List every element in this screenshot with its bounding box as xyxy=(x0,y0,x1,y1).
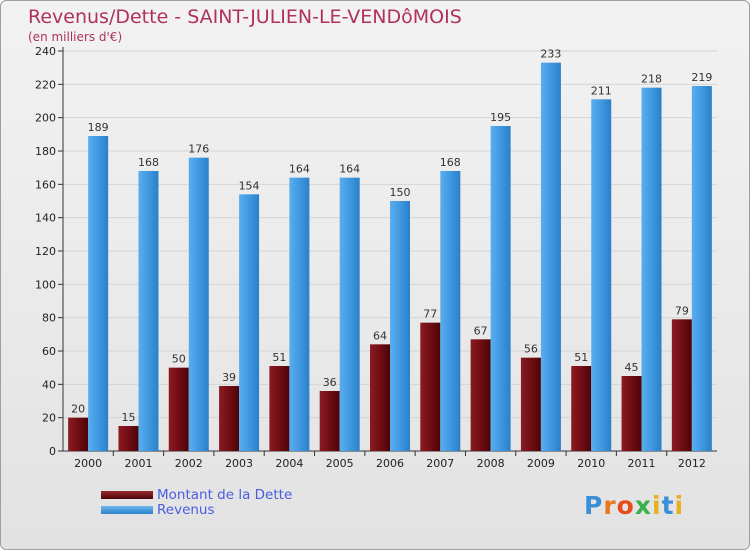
bar-dette xyxy=(571,366,592,451)
data-label: 168 xyxy=(138,156,159,169)
x-tick-label: 2000 xyxy=(74,457,102,470)
bar-dette xyxy=(168,367,189,451)
legend-swatch-revenus xyxy=(101,505,153,514)
bar-revenus xyxy=(440,171,461,451)
bar-dette xyxy=(319,391,340,451)
x-tick-label: 2012 xyxy=(678,457,706,470)
y-tick-label: 160 xyxy=(35,178,56,191)
x-tick-label: 2008 xyxy=(477,457,505,470)
data-label: 77 xyxy=(423,308,437,321)
legend-label-revenus: Revenus xyxy=(157,501,215,518)
x-tick-label: 2004 xyxy=(275,457,303,470)
bar-dette xyxy=(118,426,139,451)
y-tick-label: 140 xyxy=(35,212,56,225)
bar-revenus xyxy=(691,86,712,451)
x-tick-label: 2011 xyxy=(628,457,656,470)
data-label: 176 xyxy=(188,143,209,156)
bar-dette xyxy=(671,319,692,451)
bar-revenus xyxy=(641,87,662,452)
legend-swatch-dette xyxy=(101,490,153,499)
chart-subtitle: (en milliers d'€) xyxy=(28,30,123,44)
bar-revenus xyxy=(591,99,612,451)
data-label: 15 xyxy=(121,411,135,424)
data-label: 218 xyxy=(641,73,662,86)
data-label: 39 xyxy=(222,371,236,384)
bar-dette xyxy=(470,339,491,451)
data-label: 195 xyxy=(490,111,511,124)
data-label: 189 xyxy=(88,121,109,134)
data-label: 50 xyxy=(172,353,186,366)
bar-revenus xyxy=(490,126,511,451)
data-label: 64 xyxy=(373,329,387,342)
data-label: 150 xyxy=(390,186,411,199)
y-tick-label: 200 xyxy=(35,112,56,125)
y-tick-label: 80 xyxy=(42,312,56,325)
data-label: 164 xyxy=(289,163,310,176)
y-tick-label: 220 xyxy=(35,78,56,91)
bar-revenus xyxy=(138,171,159,451)
legend-label-dette: Montant de la Dette xyxy=(157,486,293,503)
bar-revenus xyxy=(339,177,360,451)
data-label: 168 xyxy=(440,156,461,169)
y-tick-label: 120 xyxy=(35,245,56,258)
bar-dette xyxy=(68,417,89,451)
y-tick-label: 20 xyxy=(42,412,56,425)
y-tick-label: 100 xyxy=(35,278,56,291)
data-label: 154 xyxy=(239,179,260,192)
y-tick-label: 180 xyxy=(35,145,56,158)
bar-revenus xyxy=(188,157,209,451)
data-label: 51 xyxy=(574,351,588,364)
bar-revenus xyxy=(239,194,260,452)
x-tick-label: 2006 xyxy=(376,457,404,470)
data-label: 36 xyxy=(323,376,337,389)
data-label: 79 xyxy=(675,304,689,317)
x-tick-label: 2003 xyxy=(225,457,253,470)
proxiti-logo: Proxiti xyxy=(584,491,685,520)
data-label: 164 xyxy=(339,163,360,176)
x-tick-label: 2010 xyxy=(577,457,605,470)
data-label: 51 xyxy=(272,351,286,364)
bar-dette xyxy=(269,366,290,451)
data-label: 56 xyxy=(524,343,538,356)
bar-revenus xyxy=(540,62,561,452)
bar-revenus xyxy=(289,177,310,451)
x-tick-label: 2007 xyxy=(426,457,454,470)
data-label: 233 xyxy=(540,48,561,61)
bar-dette xyxy=(621,376,642,451)
x-tick-label: 2005 xyxy=(326,457,354,470)
bar-revenus xyxy=(390,201,410,451)
x-tick-label: 2009 xyxy=(527,457,555,470)
y-tick-label: 60 xyxy=(42,345,56,358)
bar-dette xyxy=(370,344,390,451)
bar-dette xyxy=(420,322,441,451)
bar-revenus xyxy=(88,136,109,451)
legend-item-dette: Montant de la Dette xyxy=(101,486,293,503)
y-tick-label: 240 xyxy=(35,45,56,58)
legend: Montant de la Dette Revenus xyxy=(101,486,293,518)
data-label: 219 xyxy=(691,71,712,84)
bar-dette xyxy=(219,386,240,451)
y-tick-label: 40 xyxy=(42,378,56,391)
data-label: 211 xyxy=(591,84,612,97)
y-tick-label: 0 xyxy=(49,445,56,458)
legend-item-revenus: Revenus xyxy=(101,501,292,518)
data-label: 20 xyxy=(71,403,85,416)
bar-dette xyxy=(520,357,541,451)
chart-title: Revenus/Dette - SAINT-JULIEN-LE-VENDôMOI… xyxy=(28,6,462,28)
x-tick-label: 2001 xyxy=(124,457,152,470)
x-tick-label: 2002 xyxy=(175,457,203,470)
data-label: 45 xyxy=(625,361,639,374)
data-label: 67 xyxy=(474,324,488,337)
